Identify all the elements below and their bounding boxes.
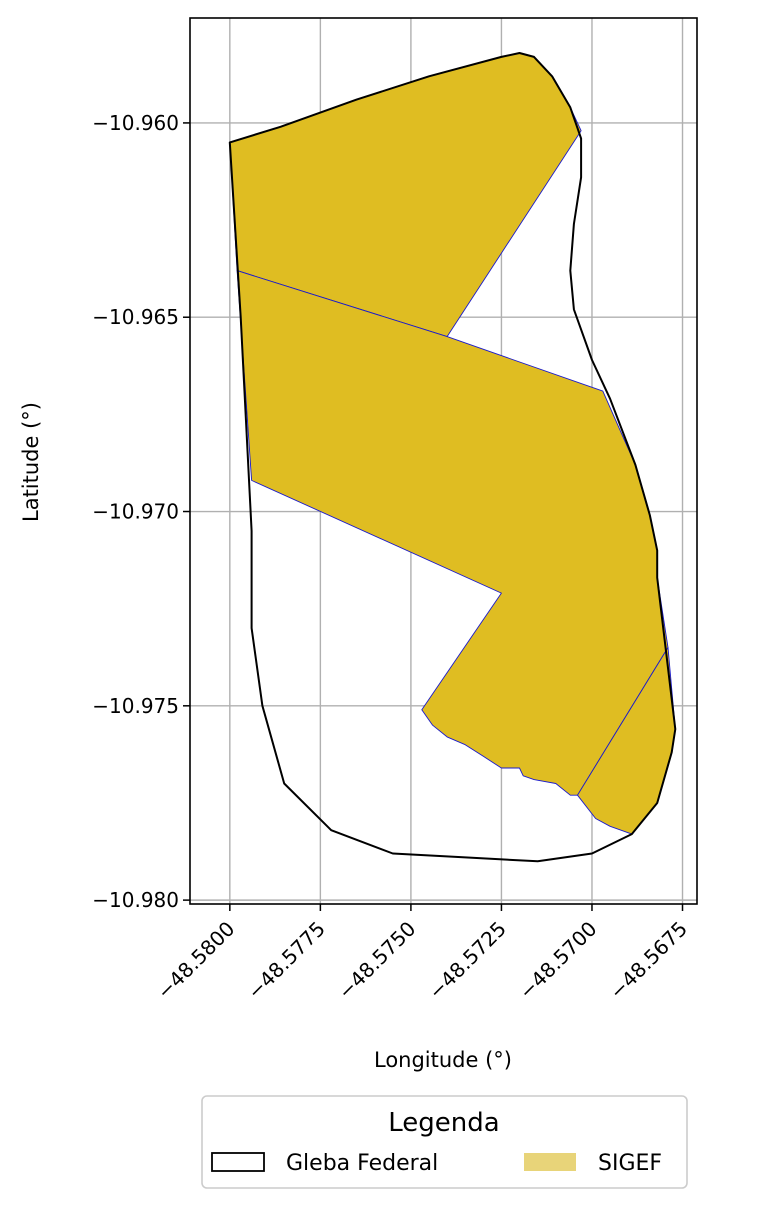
gleba-federal-boundary: [228, 52, 677, 863]
plot-frame: [189, 17, 698, 905]
x-tick-label-0: −48.5800: [152, 917, 239, 1004]
legend-title: Legenda: [388, 1108, 499, 1138]
y-tick-label-3: −10.975: [92, 694, 179, 718]
x-tick-label-1: −48.5775: [243, 917, 330, 1004]
y-tick-label-2: −10.970: [92, 500, 179, 524]
legend-label-gleba: Gleba Federal: [286, 1151, 438, 1176]
x-tick-label-5: −48.5675: [605, 917, 692, 1004]
sigef-parcel-2: [236, 270, 669, 796]
map-layers: [228, 52, 677, 863]
x-tick-label-4: −48.5700: [514, 917, 601, 1004]
legend-swatch-gleba: [211, 1152, 265, 1172]
y-tick-label-0: −10.960: [92, 111, 179, 135]
legend-swatch-sigef: [524, 1153, 576, 1171]
x-tick-label-2: −48.5750: [333, 917, 420, 1004]
y-tick-label-4: −10.980: [92, 888, 179, 912]
x-axis-ticks: −48.5800 −48.5775 −48.5750 −48.5725 −48.5700…: [152, 904, 692, 1004]
x-axis-title: Longitude (°): [374, 1048, 512, 1072]
y-axis-title: Latitude (°): [19, 402, 43, 522]
x-tick-label-3: −48.5725: [424, 917, 511, 1004]
y-axis-ticks: −10.960 −10.965 −10.970 −10.975 −10.980: [92, 111, 190, 912]
legend: Legenda Gleba Federal SIGEF: [201, 1095, 688, 1189]
legend-label-sigef: SIGEF: [598, 1151, 662, 1176]
y-tick-label-1: −10.965: [92, 305, 179, 329]
